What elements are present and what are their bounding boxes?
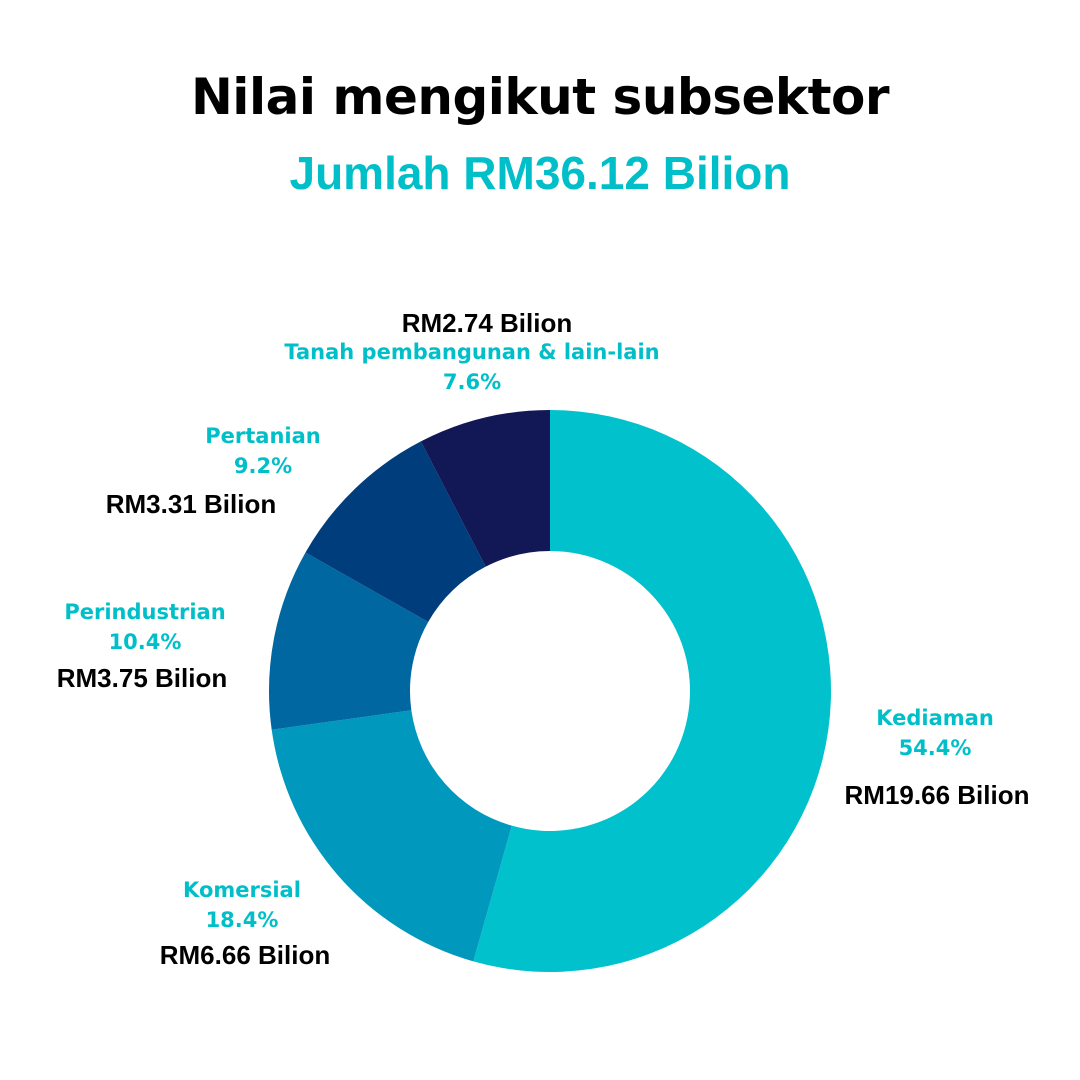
slice-name-perindustrian: Perindustrian — [64, 600, 226, 624]
slice-percent-komersial: 18.4% — [205, 908, 279, 932]
slice-value-tanah: RM2.74 Bilion — [401, 308, 573, 338]
slice-name-pertanian: Pertanian — [205, 424, 321, 448]
slice-value-kediaman: RM19.66 Bilion — [844, 780, 1030, 810]
slice-label-pertanian: Pertanian 9.2% — [178, 424, 348, 478]
slice-name-kediaman: Kediaman — [876, 706, 994, 730]
slice-label-perindustrian: Perindustrian 10.4% — [45, 600, 245, 654]
slice-label-tanah: Tanah pembangunan & lain-lain 7.6% — [262, 340, 682, 394]
slice-name-komersial: Komersial — [183, 878, 301, 902]
slice-label-komersial: Komersial 18.4% — [157, 878, 327, 932]
chart-title: Nilai mengikut subsektor — [190, 68, 890, 126]
chart-subtitle: Jumlah RM36.12 Bilion — [289, 147, 791, 199]
donut-slice-pertanian — [305, 441, 486, 623]
slice-percent-kediaman: 54.4% — [898, 736, 972, 760]
slice-value-pertanian: RM3.31 Bilion — [105, 489, 277, 519]
donut-slice-perindustrian — [269, 552, 429, 730]
slice-percent-pertanian: 9.2% — [233, 454, 293, 478]
slice-percent-perindustrian: 10.4% — [108, 630, 182, 654]
slice-value-perindustrian: RM3.75 Bilion — [56, 663, 228, 693]
slice-value-komersial: RM6.66 Bilion — [159, 940, 331, 970]
slice-label-kediaman: Kediaman 54.4% — [850, 706, 1020, 760]
donut-slice-kediaman — [473, 410, 832, 972]
slice-percent-tanah: 7.6% — [442, 370, 502, 394]
donut-slice-komersial — [271, 710, 512, 962]
donut-slice-tanah — [420, 410, 550, 567]
slice-name-tanah: Tanah pembangunan & lain-lain — [284, 340, 660, 364]
